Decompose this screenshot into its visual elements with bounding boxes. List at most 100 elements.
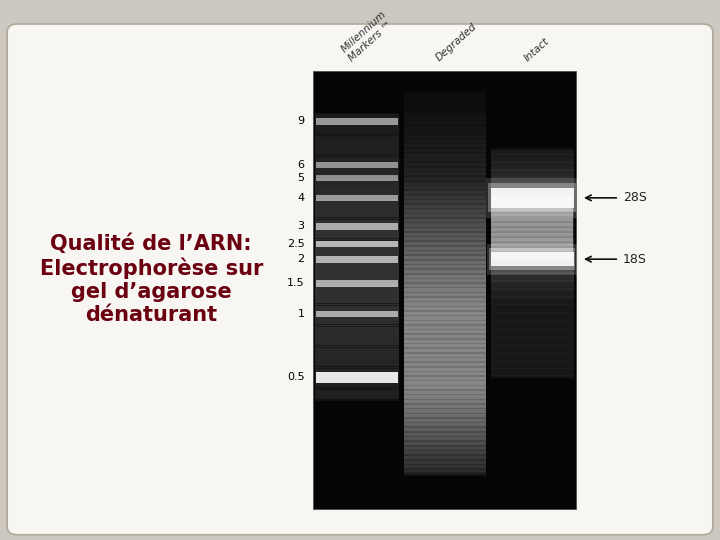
Text: 28S: 28S	[623, 191, 647, 204]
Bar	[404, 208, 485, 213]
Bar	[490, 193, 574, 197]
Bar	[315, 145, 399, 149]
Bar	[404, 147, 485, 152]
Bar	[315, 378, 399, 382]
Bar	[490, 358, 574, 362]
Bar	[491, 219, 573, 224]
Bar	[316, 372, 398, 382]
Bar	[404, 381, 485, 386]
Bar	[404, 100, 485, 105]
Bar	[490, 264, 574, 268]
Bar	[490, 218, 574, 221]
Bar	[404, 114, 485, 119]
Bar	[490, 214, 574, 218]
Bar	[490, 295, 574, 299]
Bar	[404, 417, 485, 422]
Bar	[315, 164, 399, 168]
Bar	[490, 312, 574, 316]
Bar	[315, 221, 399, 225]
Bar	[490, 205, 574, 208]
Bar	[404, 144, 485, 149]
Bar	[404, 396, 485, 401]
Bar	[490, 303, 574, 307]
Bar	[315, 332, 399, 336]
Bar	[490, 242, 574, 246]
Bar	[315, 261, 399, 265]
Bar	[404, 429, 485, 434]
Bar	[404, 192, 485, 197]
Bar	[315, 265, 399, 269]
Bar	[490, 231, 574, 235]
Bar	[490, 343, 574, 347]
Bar	[404, 249, 485, 254]
Bar	[404, 354, 485, 359]
Bar	[404, 237, 485, 241]
Bar	[404, 153, 485, 157]
Bar	[315, 311, 399, 315]
Bar	[490, 186, 574, 190]
Bar	[404, 207, 485, 212]
Bar	[491, 220, 573, 225]
Bar	[490, 216, 574, 220]
Bar	[404, 143, 485, 147]
Bar	[404, 446, 485, 450]
Bar	[490, 279, 574, 283]
Bar	[404, 425, 485, 430]
Bar	[315, 353, 399, 357]
Bar	[404, 122, 485, 127]
Bar	[491, 228, 573, 233]
Bar	[404, 265, 485, 269]
Bar	[490, 171, 574, 174]
Bar	[490, 208, 574, 212]
Bar	[404, 238, 485, 242]
Bar	[490, 252, 574, 266]
Bar	[404, 370, 485, 375]
Bar	[404, 234, 485, 239]
Bar	[404, 159, 485, 164]
Bar	[316, 195, 398, 201]
Bar	[404, 424, 485, 429]
Bar	[316, 162, 398, 168]
FancyBboxPatch shape	[7, 24, 713, 535]
Bar	[490, 188, 574, 208]
Bar	[404, 308, 485, 313]
Bar	[490, 258, 574, 261]
Bar	[404, 388, 485, 393]
Bar	[491, 209, 573, 214]
Bar	[490, 237, 574, 240]
Bar	[490, 269, 574, 273]
Bar	[404, 136, 485, 141]
Bar	[404, 222, 485, 227]
Bar	[490, 272, 574, 276]
Bar	[491, 208, 573, 212]
Bar	[404, 382, 485, 387]
Bar	[488, 183, 576, 212]
Bar	[404, 164, 485, 169]
Bar	[404, 131, 485, 136]
Bar	[490, 194, 574, 198]
Bar	[490, 277, 574, 281]
Bar	[404, 177, 485, 181]
Bar	[404, 150, 485, 155]
Bar	[315, 325, 399, 328]
Bar	[315, 224, 399, 227]
Bar	[404, 451, 485, 455]
Bar	[490, 189, 574, 192]
Bar	[404, 407, 485, 412]
Bar	[490, 311, 574, 315]
Bar	[490, 211, 574, 214]
Bar	[487, 244, 577, 275]
Bar	[491, 256, 573, 261]
Bar	[315, 382, 399, 386]
Text: 6: 6	[297, 160, 305, 170]
Bar	[404, 108, 485, 113]
Bar	[491, 223, 573, 227]
Bar	[315, 290, 399, 294]
Bar	[490, 164, 574, 167]
Bar	[315, 172, 399, 176]
Bar	[404, 352, 485, 356]
Bar	[315, 328, 399, 332]
Bar	[315, 334, 399, 338]
Bar	[491, 243, 573, 247]
Bar	[404, 217, 485, 221]
